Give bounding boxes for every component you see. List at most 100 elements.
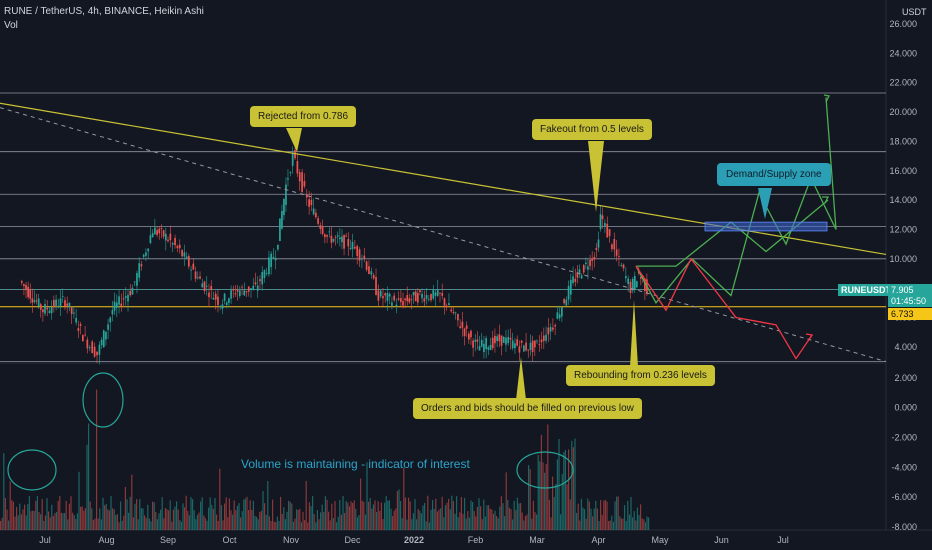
volume-bar [318,519,320,530]
volume-bar [49,517,51,530]
candle-body [272,256,275,258]
volume-bar [592,516,594,530]
time-axis[interactable]: Jul Aug Sep Oct Nov Dec 2022 Feb Mar Apr May Jun Jul [39,535,789,545]
candle-body [105,331,107,340]
level-tag: 6.733 [888,308,932,320]
candle-body [445,305,448,308]
volume-bar [574,438,576,530]
volume-bar [272,499,274,530]
candle-body [356,245,359,256]
volume-bar [9,481,11,530]
volume-bar [152,501,154,530]
candle-body [554,325,556,327]
volume-bar [460,496,462,530]
volume-bar [331,503,333,530]
price-tick-label: 16.000 [889,166,917,176]
volume-bar [561,474,563,530]
volume-bar [571,440,573,530]
currency-label: USDT [902,7,927,17]
volume-bar [628,514,630,530]
volume-bar [268,516,270,530]
candle-body [305,194,308,198]
volume-bar [526,514,528,530]
volume-bar [323,511,325,530]
volume-bar [310,506,312,530]
volume-bar [324,496,326,530]
candle-body [465,325,468,329]
volume-bar [185,495,187,530]
volume-bar [515,509,517,530]
volume-bar [291,503,293,530]
candle-body [160,228,163,229]
candle-body [496,336,498,342]
candle-body [245,291,248,293]
volume-bar [145,517,147,530]
candle-body [212,298,215,300]
volume-bar [537,454,539,530]
candle-body [561,307,563,317]
volume-bar [190,497,192,530]
candle-body [576,272,579,278]
candle-body [644,278,646,292]
volume-bar [588,501,590,530]
candle-body [140,264,143,267]
candle-body [332,239,335,242]
time-tick-label: Dec [344,535,361,545]
candle-body [225,302,228,306]
volume-bar [40,514,42,530]
candle-body [502,336,505,343]
candle-body [308,199,310,207]
candle-body [254,282,257,285]
candle-body [459,326,462,329]
candle-body [310,199,313,205]
candle-body [589,259,591,267]
volume-bar [124,487,126,530]
candle-body [585,262,587,264]
volume-bar [211,505,213,530]
volume-bar [612,521,614,530]
candle-body [127,294,129,302]
candle-body [439,292,441,294]
volume-bar [568,449,570,530]
support-trendline [0,107,887,363]
candle-body [187,256,190,267]
volume-bar [532,500,534,530]
volume-bar [468,517,470,530]
volume-bar [320,512,322,530]
volume-highlight-ellipse [516,451,574,489]
volume-bar [225,497,227,530]
projection-path [635,97,837,304]
volume-bar [377,501,379,530]
candle-body [115,302,118,308]
candle-body [73,312,75,314]
candle-body [419,290,421,293]
chart-title: RUNE / TetherUS, 4h, BINANCE, Heikin Ash… [4,6,204,17]
volume-bar [129,496,131,530]
volume-bar [579,520,581,530]
candle-body [37,298,40,307]
candle-body [194,271,197,279]
volume-bar [508,507,510,530]
volume-bar [398,489,400,530]
candle-body [538,343,541,345]
volume-bar [150,521,152,530]
candle-body [386,293,389,301]
volume-bar [289,501,291,530]
volume-bar [86,444,88,530]
volume-bar [73,515,75,530]
volume-bar [550,517,552,530]
price-tick-label: 12.000 [889,224,917,234]
volume-bar [443,517,445,530]
volume-bar [400,501,402,530]
candle-body [156,230,158,235]
volume-bar [598,521,600,530]
volume-bar [489,508,491,530]
volume-bar [523,520,525,530]
candle-body [263,270,266,278]
volume-bar [70,496,72,530]
volume-bar [166,509,168,530]
candle-body [494,335,496,344]
candle-body [55,299,57,306]
candle-body [111,310,114,315]
